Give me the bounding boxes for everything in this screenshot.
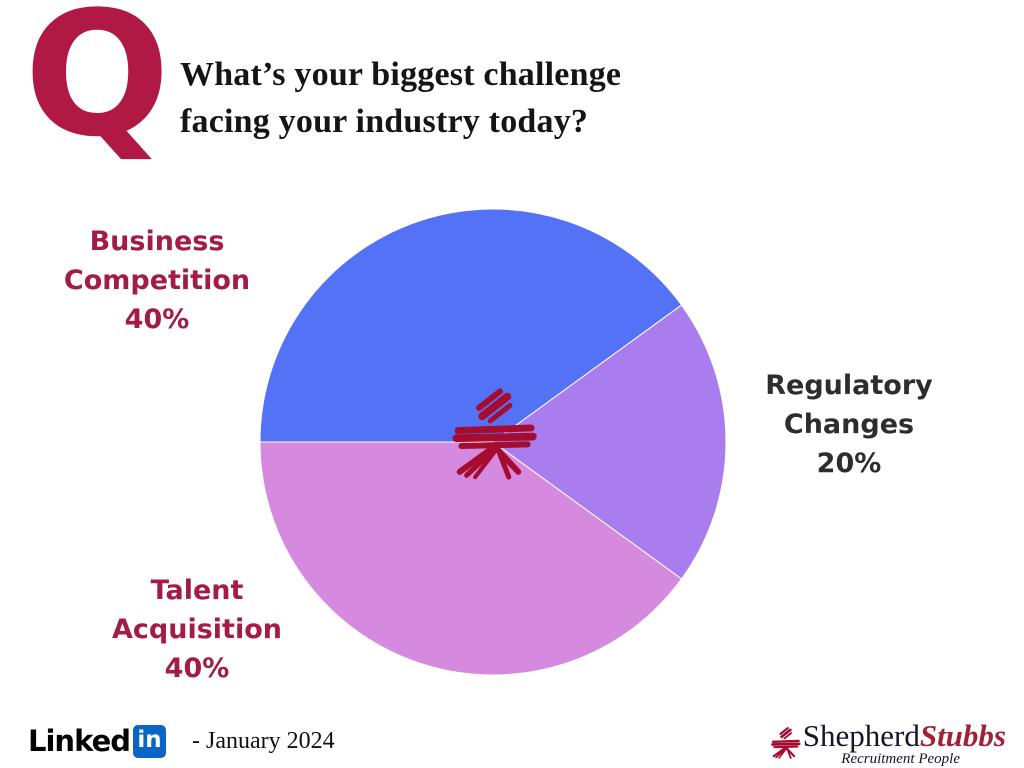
slice-label-pct: 40% xyxy=(124,304,190,335)
footer-source: Linked in - January 2024 xyxy=(28,724,335,758)
slice-label-business-competition: Business Competition 40% xyxy=(27,222,287,339)
brand-logo: ShepherdStubbs Recruitment People xyxy=(770,718,1006,768)
slice-label-line: Business xyxy=(89,226,225,257)
slice-label-line: Competition xyxy=(63,265,251,296)
question-mark-letter: Q xyxy=(24,0,171,175)
slice-label-pct: 40% xyxy=(164,653,230,684)
brand-tagline: Recruitment People xyxy=(841,750,960,767)
pie-chart xyxy=(259,208,727,676)
page-title: What’s your biggest challenge facing you… xyxy=(180,52,621,146)
pie-slice-business-competition xyxy=(259,208,683,443)
linkedin-wordmark: Linked xyxy=(28,724,131,758)
pie-chart-container xyxy=(258,207,728,677)
slice-label-line: Acquisition xyxy=(112,614,282,645)
slice-label-pct: 20% xyxy=(816,448,882,479)
slice-label-talent-acquisition: Talent Acquisition 40% xyxy=(67,571,327,688)
linkedin-logo-icon: in xyxy=(133,724,166,758)
survey-date: - January 2024 xyxy=(192,727,335,754)
pie-slice-talent-acquisition xyxy=(259,441,683,676)
shepherd-stubbs-mark-icon xyxy=(770,726,801,760)
center-brand-scribble-icon xyxy=(452,386,538,482)
title-line-1: What’s your biggest challenge xyxy=(180,56,622,93)
slice-label-regulatory-changes: Regulatory Changes 20% xyxy=(729,366,969,483)
slice-label-line: Talent xyxy=(150,575,244,606)
brand-name: ShepherdStubbs xyxy=(802,718,1006,753)
slice-label-line: Regulatory xyxy=(765,370,933,401)
title-line-2: facing your industry today? xyxy=(180,102,589,140)
pie-slice-regulatory-changes xyxy=(492,304,727,580)
slice-label-line: Changes xyxy=(783,409,915,440)
